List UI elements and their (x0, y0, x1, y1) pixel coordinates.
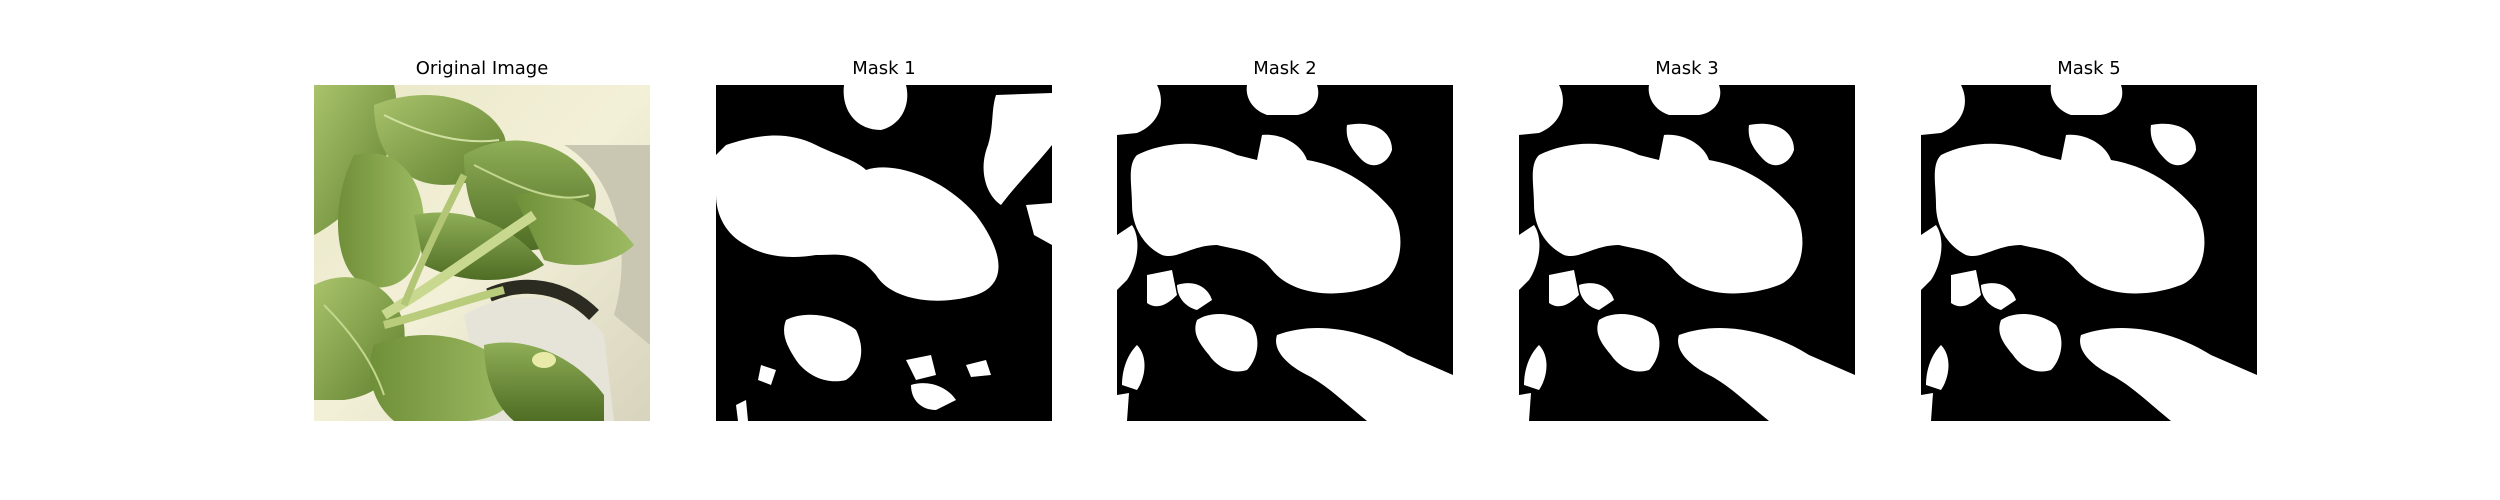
panel-title: Mask 2 (1253, 58, 1317, 79)
panel-title: Mask 1 (852, 58, 916, 79)
plant-photo (314, 85, 650, 421)
mask-image (1117, 85, 1453, 421)
mask-image (716, 85, 1052, 421)
panel-title: Mask 5 (2057, 58, 2121, 79)
panel-title: Mask 3 (1655, 58, 1719, 79)
original-image (314, 85, 650, 421)
mask-2-image (1117, 85, 1453, 421)
mask-5-image (1921, 85, 2257, 421)
mask-image (1921, 85, 2257, 421)
panel-title: Original Image (415, 58, 549, 79)
mask-image (1519, 85, 1855, 421)
mask-3-image (1519, 85, 1855, 421)
mask-1-image (716, 85, 1052, 421)
